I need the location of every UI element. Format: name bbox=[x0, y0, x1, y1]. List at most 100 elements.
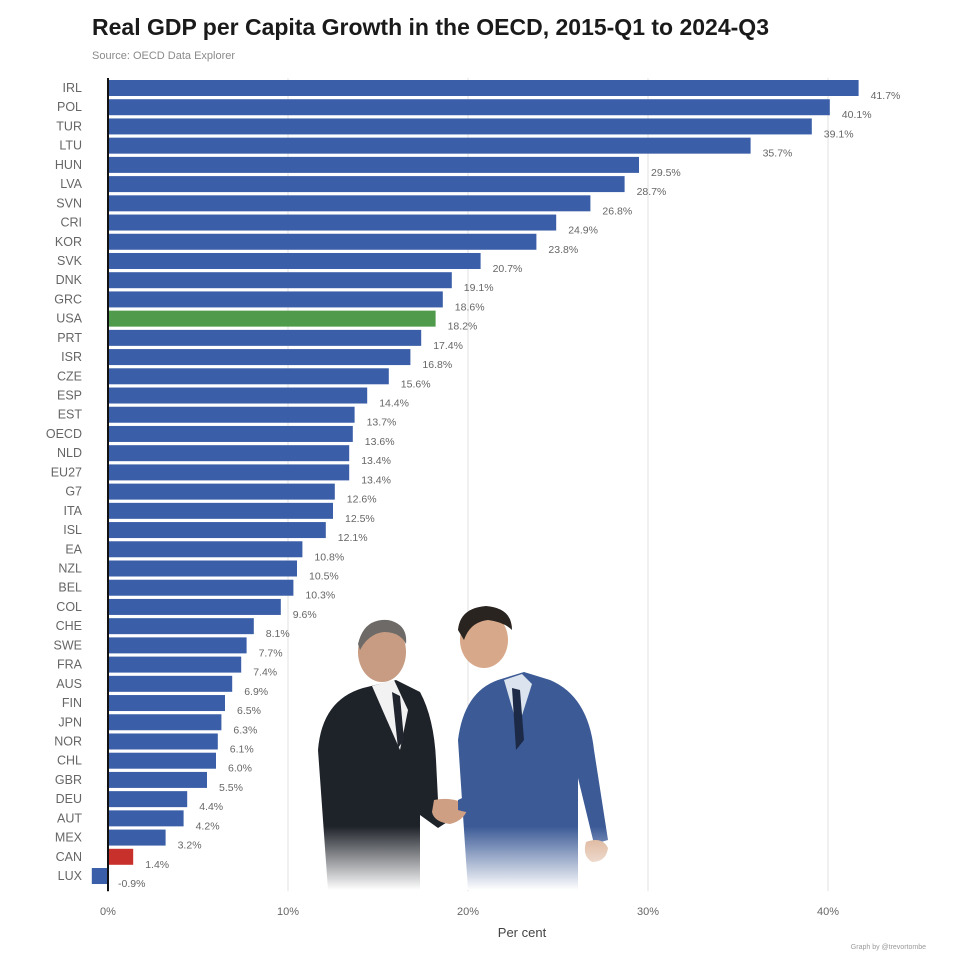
category-label: CAN bbox=[56, 850, 82, 864]
bar-lux bbox=[91, 868, 108, 885]
bar-g7 bbox=[108, 483, 335, 500]
category-label: EU27 bbox=[51, 465, 82, 479]
bar-chl bbox=[108, 752, 216, 769]
bar-aut bbox=[108, 810, 184, 827]
value-label: 19.1% bbox=[464, 282, 494, 294]
bar-fra bbox=[108, 656, 242, 673]
category-label: SVK bbox=[57, 254, 83, 268]
category-label: IRL bbox=[63, 81, 83, 95]
category-label: G7 bbox=[65, 485, 82, 499]
category-label: POL bbox=[57, 100, 82, 114]
category-label: SVN bbox=[56, 196, 82, 210]
category-label: GRC bbox=[54, 292, 82, 306]
bar-eu27 bbox=[108, 464, 350, 481]
value-label: 39.1% bbox=[824, 128, 854, 140]
category-label: ITA bbox=[63, 504, 82, 518]
category-label: USA bbox=[56, 312, 82, 326]
value-label: 24.9% bbox=[568, 225, 598, 237]
x-axis-title: Per cent bbox=[498, 925, 547, 940]
bar-svn bbox=[108, 195, 591, 212]
bar-deu bbox=[108, 791, 188, 808]
value-label: 18.2% bbox=[448, 321, 478, 333]
x-tick-label: 20% bbox=[457, 906, 479, 918]
bar-esp bbox=[108, 387, 368, 404]
category-label: NLD bbox=[57, 446, 82, 460]
credit-text: Graph by @trevortombe bbox=[850, 944, 926, 951]
bar-can bbox=[108, 848, 134, 865]
value-label: 10.8% bbox=[314, 551, 344, 563]
category-label: MEX bbox=[55, 831, 83, 845]
bar-jpn bbox=[108, 714, 222, 731]
bar-grc bbox=[108, 291, 443, 308]
value-label: 12.5% bbox=[345, 513, 375, 525]
value-label: 6.3% bbox=[233, 724, 257, 736]
x-tick-label: 40% bbox=[817, 906, 839, 918]
category-label: SWE bbox=[54, 638, 82, 652]
value-label: 10.3% bbox=[305, 590, 335, 602]
chart-source: Source: OECD Data Explorer bbox=[92, 50, 236, 62]
value-label: 12.1% bbox=[338, 532, 368, 544]
bar-lva bbox=[108, 176, 625, 193]
bar-isl bbox=[108, 522, 326, 539]
value-label: 7.7% bbox=[259, 647, 283, 659]
bar-dnk bbox=[108, 272, 452, 289]
value-label: 35.7% bbox=[763, 148, 793, 160]
bar-col bbox=[108, 598, 281, 615]
category-label: LUX bbox=[58, 869, 83, 883]
value-label: 17.4% bbox=[433, 340, 463, 352]
category-label: DEU bbox=[56, 792, 82, 806]
value-label: 29.5% bbox=[651, 167, 681, 179]
category-label: LVA bbox=[60, 177, 82, 191]
bar-nzl bbox=[108, 560, 297, 577]
category-label: ESP bbox=[57, 389, 82, 403]
bar-isr bbox=[108, 349, 411, 366]
category-label: FIN bbox=[62, 696, 82, 710]
bar-bel bbox=[108, 579, 294, 596]
bar-usa bbox=[108, 310, 436, 327]
bar-cri bbox=[108, 214, 557, 231]
category-label: ISR bbox=[61, 350, 82, 364]
value-label: 1.4% bbox=[145, 859, 169, 871]
category-label: NOR bbox=[54, 734, 82, 748]
category-label: DNK bbox=[56, 273, 83, 287]
value-label: 41.7% bbox=[871, 90, 901, 102]
category-label: JPN bbox=[58, 715, 82, 729]
category-label: CZE bbox=[57, 369, 82, 383]
bar-swe bbox=[108, 637, 247, 654]
category-label: GBR bbox=[55, 773, 82, 787]
bar-svk bbox=[108, 252, 481, 269]
bar-aus bbox=[108, 675, 233, 692]
category-label: NZL bbox=[58, 562, 82, 576]
value-label: 23.8% bbox=[548, 244, 578, 256]
bar-irl bbox=[108, 80, 859, 96]
bar-fin bbox=[108, 695, 225, 712]
bar-cze bbox=[108, 368, 389, 385]
bar-ea bbox=[108, 541, 303, 558]
bar-che bbox=[108, 618, 254, 635]
x-tick-label: 10% bbox=[277, 906, 299, 918]
x-tick-label: 30% bbox=[637, 906, 659, 918]
bar-est bbox=[108, 406, 355, 423]
bar-nor bbox=[108, 733, 218, 750]
value-label: 10.5% bbox=[309, 571, 339, 583]
value-label: 7.4% bbox=[253, 667, 277, 679]
bar-tur bbox=[108, 118, 812, 135]
value-label: 16.8% bbox=[422, 359, 452, 371]
value-label: 6.0% bbox=[228, 763, 252, 775]
bar-nld bbox=[108, 445, 350, 462]
category-label: CHL bbox=[57, 754, 82, 768]
value-label: 13.4% bbox=[361, 455, 391, 467]
value-label: 6.9% bbox=[244, 686, 268, 698]
value-label: 26.8% bbox=[602, 205, 632, 217]
category-label: CRI bbox=[60, 216, 82, 230]
category-label: COL bbox=[56, 600, 82, 614]
value-label: 13.4% bbox=[361, 474, 391, 486]
category-label: FRA bbox=[57, 658, 83, 672]
bar-gbr bbox=[108, 771, 207, 788]
value-label: 40.1% bbox=[842, 109, 872, 121]
category-label: KOR bbox=[55, 235, 82, 249]
value-label: 3.2% bbox=[178, 840, 202, 852]
category-label: CHE bbox=[56, 619, 82, 633]
